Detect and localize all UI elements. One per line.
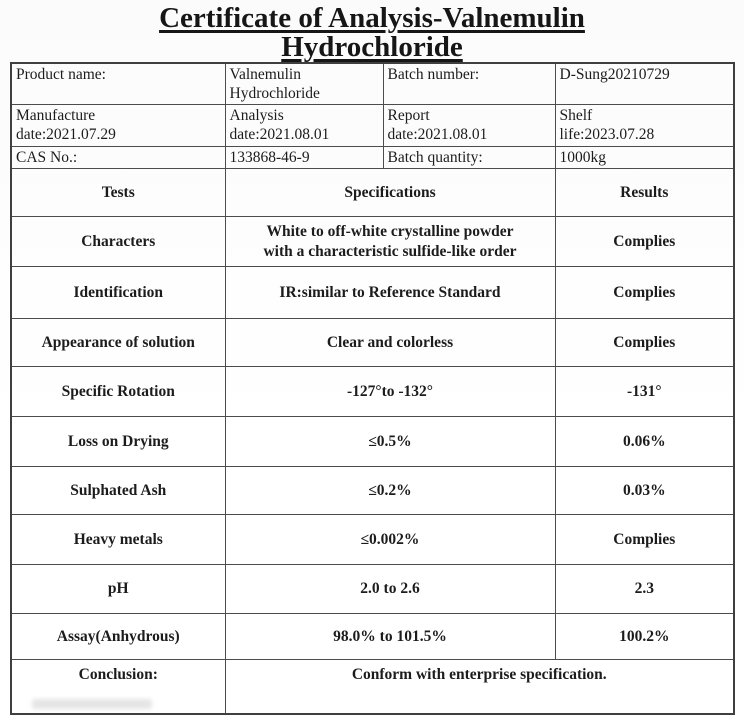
test-name-cell: Characters	[10, 216, 226, 267]
result-cell: -131°	[554, 366, 735, 417]
report-date: Report date:2021.08.01	[382, 104, 556, 147]
test-name-cell: Assay(Anhydrous)	[10, 613, 226, 660]
table-row-specific-rotation: Specific Rotation -127°to -132° -131°	[10, 366, 735, 417]
analysis-date: Analysis date:2021.08.01	[224, 104, 384, 147]
result-cell: 0.06%	[554, 416, 735, 467]
batch-quantity-label: Batch quantity:	[382, 146, 556, 169]
result-cell: Complies	[554, 266, 735, 319]
watermark-smudge	[32, 699, 152, 709]
info-row-dates: Manufacture date:2021.07.29 Analysis dat…	[10, 104, 735, 147]
results-header: Results	[554, 168, 735, 217]
table-row-loss-on-drying: Loss on Drying ≤0.5% 0.06%	[10, 416, 735, 467]
coa-table: Product name: Valnemulin Hydrochloride B…	[10, 62, 735, 715]
test-name-cell: Sulphated Ash	[10, 466, 226, 515]
cas-value: 133868-46-9	[224, 146, 384, 169]
specification-cell: 98.0% to 101.5%	[224, 613, 556, 660]
specification-cell: ≤0.5%	[224, 416, 556, 467]
specification-cell: ≤0.2%	[224, 466, 556, 515]
specification-cell: White to off-white crystalline powder wi…	[224, 216, 556, 267]
table-row-identification: Identification IR:similar to Reference S…	[10, 266, 735, 319]
manufacture-date: Manufacture date:2021.07.29	[10, 104, 226, 147]
conclusion-value: Conform with enterprise specification.	[224, 659, 735, 714]
specification-cell: 2.0 to 2.6	[224, 564, 556, 614]
shelf-life: Shelf life:2023.07.28	[554, 104, 735, 147]
result-cell: 100.2%	[554, 613, 735, 660]
table-row-characters: Characters White to off-white crystallin…	[10, 216, 735, 267]
test-name-cell: Identification	[10, 266, 226, 319]
table-row-appearance: Appearance of solution Clear and colorle…	[10, 318, 735, 367]
batch-number-label: Batch number:	[382, 62, 556, 105]
conclusion-label: Conclusion:	[10, 659, 226, 714]
results-header-row: Tests Specifications Results	[10, 168, 735, 217]
batch-number-value: D-Sung20210729	[554, 62, 735, 105]
cas-label: CAS No.:	[10, 146, 226, 169]
title-line-2: Hydrochloride	[281, 31, 463, 63]
info-row-product: Product name: Valnemulin Hydrochloride B…	[10, 62, 735, 105]
batch-quantity-value: 1000kg	[554, 146, 735, 169]
result-cell: Complies	[554, 514, 735, 565]
specifications-header: Specifications	[224, 168, 556, 217]
title-line-1: Certificate of Analysis-Valnemulin	[159, 2, 585, 34]
tests-header: Tests	[10, 168, 226, 217]
page-title: Certificate of Analysis-Valnemulin Hydroc…	[0, 0, 744, 62]
conclusion-row: Conclusion: Conform with enterprise spec…	[10, 659, 735, 714]
test-name-cell: Appearance of solution	[10, 318, 226, 367]
specification-cell: Clear and colorless	[224, 318, 556, 367]
test-name-cell: Heavy metals	[10, 514, 226, 565]
table-row-assay: Assay(Anhydrous) 98.0% to 101.5% 100.2%	[10, 613, 735, 660]
product-name-label: Product name:	[10, 62, 226, 105]
product-name-value: Valnemulin Hydrochloride	[224, 62, 384, 105]
test-name-cell: Specific Rotation	[10, 366, 226, 417]
test-name-cell: pH	[10, 564, 226, 614]
info-row-cas: CAS No.: 133868-46-9 Batch quantity: 100…	[10, 146, 735, 169]
specification-cell: ≤0.002%	[224, 514, 556, 565]
result-cell: Complies	[554, 216, 735, 267]
result-cell: Complies	[554, 318, 735, 367]
specification-cell: -127°to -132°	[224, 366, 556, 417]
test-name-cell: Loss on Drying	[10, 416, 226, 467]
table-row-ph: pH 2.0 to 2.6 2.3	[10, 564, 735, 614]
specification-cell: IR:similar to Reference Standard	[224, 266, 556, 319]
result-cell: 0.03%	[554, 466, 735, 515]
result-cell: 2.3	[554, 564, 735, 614]
table-row-sulphated-ash: Sulphated Ash ≤0.2% 0.03%	[10, 466, 735, 515]
table-row-heavy-metals: Heavy metals ≤0.002% Complies	[10, 514, 735, 565]
